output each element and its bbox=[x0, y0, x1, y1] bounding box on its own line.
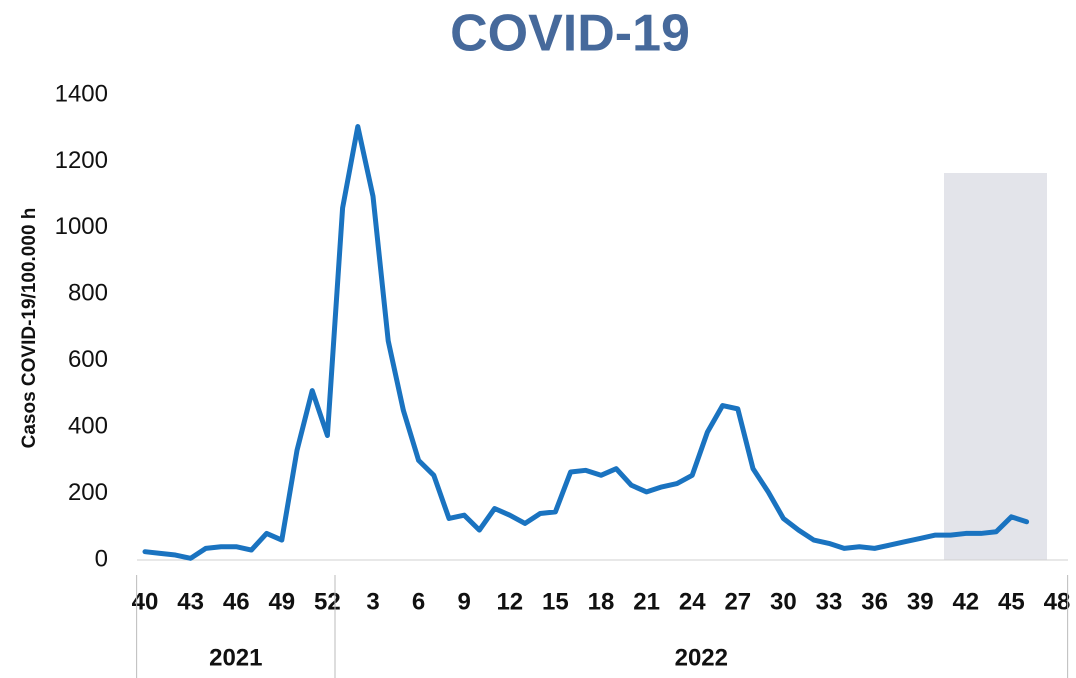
x-tick-label: 12 bbox=[496, 588, 523, 615]
x-tick-label: 40 bbox=[132, 588, 159, 615]
x-tick-label: 9 bbox=[458, 588, 471, 615]
x-tick-label: 6 bbox=[412, 588, 425, 615]
y-tick-label: 0 bbox=[95, 545, 108, 572]
y-tick-label: 400 bbox=[68, 412, 108, 439]
chart-title: COVID-19 bbox=[450, 5, 690, 63]
y-tick-label: 600 bbox=[68, 346, 108, 373]
x-tick-label: 46 bbox=[223, 588, 250, 615]
x-tick-label: 48 bbox=[1044, 588, 1071, 615]
x-tick-label: 43 bbox=[177, 588, 204, 615]
data-line bbox=[142, 124, 1030, 561]
x-tick-label: 39 bbox=[907, 588, 934, 615]
y-axis-label: Casos COVID-19/100.000 h bbox=[19, 208, 40, 449]
x-tick-label: 49 bbox=[268, 588, 295, 615]
y-tick-label: 1200 bbox=[55, 147, 108, 174]
x-tick-label: 30 bbox=[770, 588, 797, 615]
x-tick-label: 42 bbox=[952, 588, 979, 615]
x-tick-label: 52 bbox=[314, 588, 341, 615]
x-tick-label: 27 bbox=[724, 588, 751, 615]
x-tick-label: 24 bbox=[679, 588, 706, 615]
x-tick-label: 3 bbox=[366, 588, 379, 615]
x-tick-label: 15 bbox=[542, 588, 569, 615]
group-label: 2022 bbox=[675, 644, 728, 671]
x-tick-label: 33 bbox=[816, 588, 843, 615]
x-tick-label: 45 bbox=[998, 588, 1025, 615]
highlight-region bbox=[944, 173, 1047, 560]
x-tick-label: 36 bbox=[861, 588, 888, 615]
x-tick-label: 21 bbox=[633, 588, 660, 615]
group-label: 2021 bbox=[209, 644, 262, 671]
x-tick-label: 18 bbox=[588, 588, 615, 615]
y-tick-label: 1000 bbox=[55, 213, 108, 240]
y-tick-label: 1400 bbox=[55, 80, 108, 107]
y-tick-label: 200 bbox=[68, 479, 108, 506]
y-tick-label: 800 bbox=[68, 280, 108, 307]
